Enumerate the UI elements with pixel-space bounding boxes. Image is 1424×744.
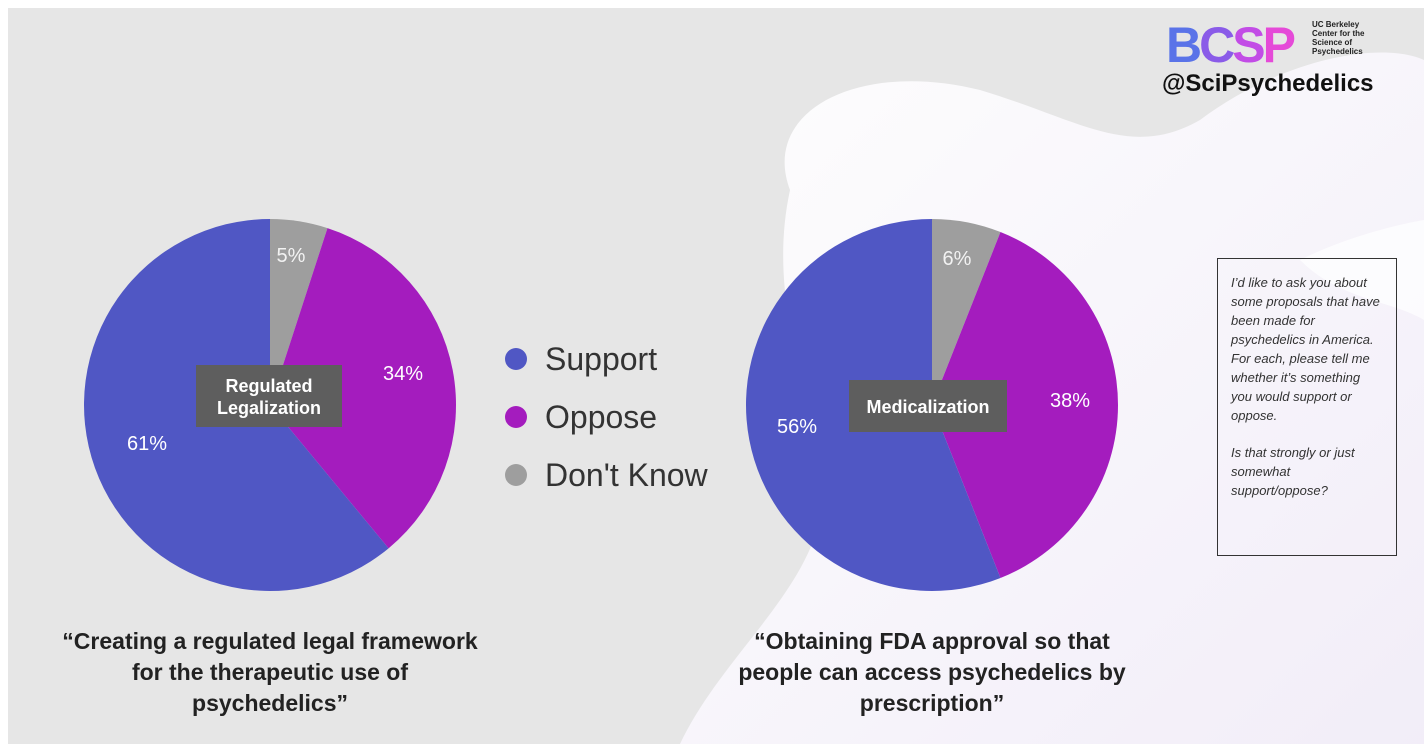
pie-center-label-box: [196, 365, 342, 427]
logo-letter-b: B: [1166, 17, 1202, 73]
chart-legend: Support Oppose Don't Know: [505, 330, 708, 504]
logo-org-line: Science of: [1312, 38, 1353, 47]
logo-letter-p: P: [1262, 17, 1296, 73]
survey-question-box: I’d like to ask you about some proposals…: [1217, 258, 1397, 556]
legend-dot-dont-know: [505, 464, 527, 486]
pie-center-label: Legalization: [217, 398, 321, 418]
legend-label: Oppose: [545, 398, 658, 435]
pie-slice-oppose: [270, 228, 457, 549]
top-border: [0, 0, 1424, 8]
caption-medicalization: “Obtaining FDA approval so that people c…: [738, 628, 1126, 716]
logo-wordmark: BCSP: [1166, 17, 1296, 73]
social-handle: @SciPsychedelics: [1162, 70, 1374, 97]
pie-center-label-box: [849, 380, 1007, 432]
logo-letter-c: C: [1199, 17, 1235, 73]
survey-followup-text: Is that strongly or just somewhat suppor…: [1231, 445, 1355, 498]
left-border: [0, 0, 8, 744]
logo-org-name: UC Berkeley Center for the Science of Ps…: [1312, 20, 1392, 56]
pie-center-label: Regulated: [225, 376, 312, 396]
legend-item-oppose: Oppose: [505, 388, 708, 446]
logo-letter-s: S: [1232, 17, 1265, 73]
legend-label: Don't Know: [545, 456, 708, 493]
pie-slice-don-t-know: [932, 219, 1001, 405]
legend-item-support: Support: [505, 330, 708, 388]
logo-org-line: Center for the: [1312, 29, 1365, 38]
pie-slice-don-t-know: [270, 219, 328, 405]
logo-org-line: UC Berkeley: [1312, 20, 1360, 29]
legend-label: Support: [545, 340, 658, 377]
pie-data-label: 34%: [383, 363, 423, 385]
logo-org-line: Psychedelics: [1312, 47, 1363, 56]
bcsp-logo: BCSP UC Berkeley Center for the Science …: [1160, 14, 1400, 104]
legend-dot-oppose: [505, 406, 527, 428]
caption-regulated-legalization: “Creating a regulated legal framework fo…: [62, 628, 478, 716]
pie-data-label: 6%: [943, 248, 972, 270]
legend-dot-support: [505, 348, 527, 370]
survey-question-text: I’d like to ask you about some proposals…: [1231, 275, 1380, 423]
pie-center-label: Medicalization: [866, 397, 989, 417]
pie-slice-oppose: [932, 232, 1118, 578]
legend-item-dont-know: Don't Know: [505, 446, 708, 504]
pie-data-label: 5%: [277, 245, 306, 267]
pie-data-label: 56%: [777, 416, 817, 438]
pie-data-label: 61%: [127, 433, 167, 455]
pie-data-label: 38%: [1050, 390, 1090, 412]
